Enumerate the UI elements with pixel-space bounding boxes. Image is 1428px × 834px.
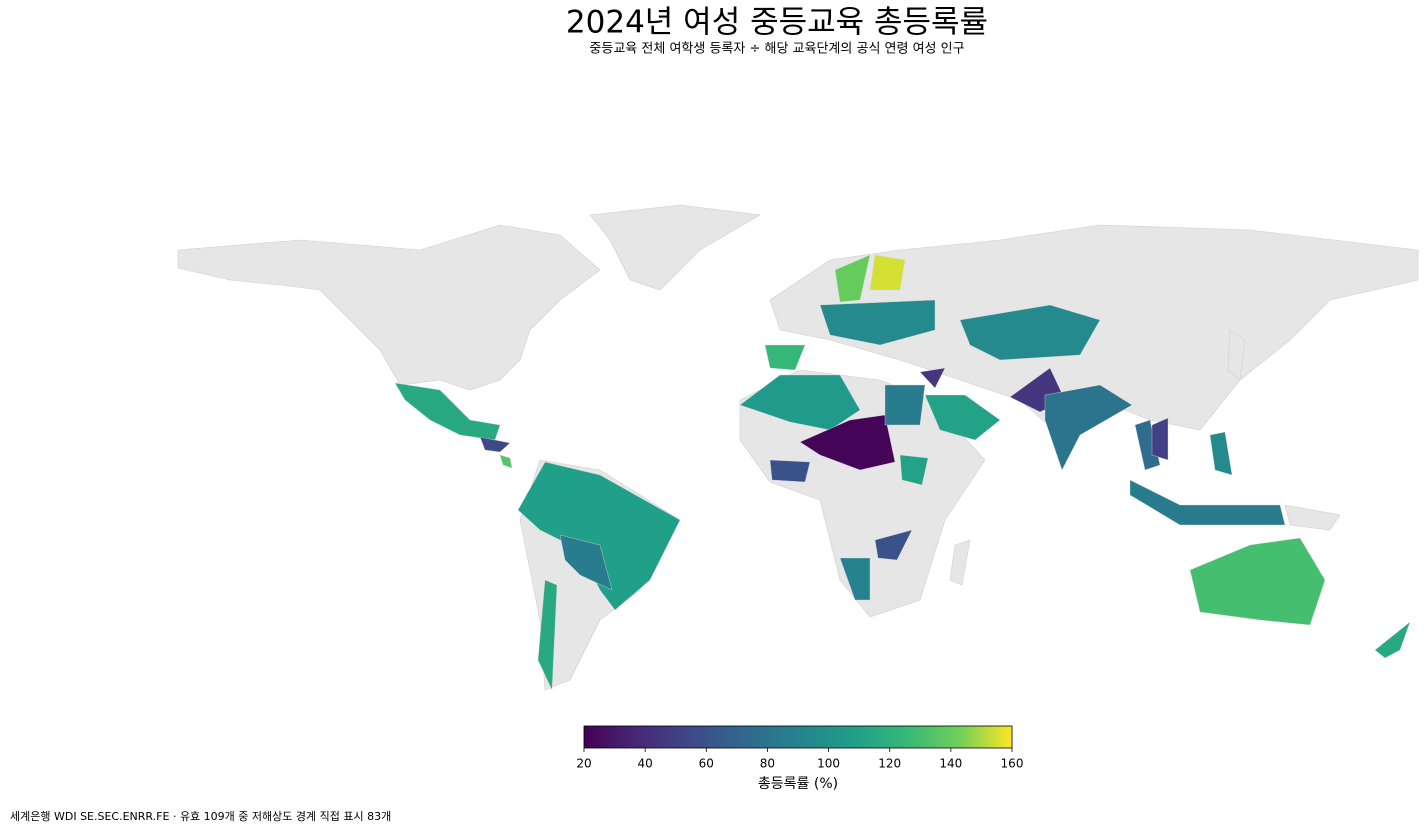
country — [869, 254, 906, 291]
land — [1227, 329, 1246, 381]
country — [739, 374, 861, 431]
country — [1129, 479, 1286, 526]
colorbar-tick-label: 60 — [699, 757, 714, 771]
land — [177, 224, 601, 391]
country — [499, 454, 513, 469]
colorbar-tick-label: 20 — [576, 757, 591, 771]
country — [834, 254, 871, 303]
footnote: 세계은행 WDI SE.SEC.ENRR.FE · 유효 109개 중 저해상도… — [10, 809, 391, 823]
country — [1189, 537, 1326, 626]
colorbar-tick-label: 80 — [760, 757, 775, 771]
land — [1284, 504, 1341, 531]
country — [799, 414, 896, 471]
country — [1134, 419, 1161, 471]
map-title: 2024년 여성 중등교육 총등록률 — [566, 5, 988, 41]
map-subtitle: 중등교육 전체 여학생 등록자 ÷ 해당 교육단계의 공식 연령 여성 인구 — [589, 42, 964, 57]
country — [764, 344, 806, 371]
colorbar-tick-label: 140 — [939, 757, 962, 771]
country — [919, 367, 946, 389]
country — [1151, 417, 1169, 461]
country — [874, 529, 913, 561]
land — [949, 539, 971, 586]
colorbar-tick-label: 40 — [638, 757, 653, 771]
colorbar-tick-label: 120 — [878, 757, 901, 771]
country — [819, 299, 936, 346]
colorbar-label: 총등록률 (%) — [758, 776, 838, 792]
land — [589, 204, 761, 291]
country — [517, 461, 681, 611]
country — [479, 436, 511, 453]
colorbar — [583, 725, 1013, 749]
country — [959, 304, 1101, 361]
country — [899, 454, 929, 486]
country — [769, 459, 811, 483]
country — [839, 557, 871, 601]
country — [1044, 384, 1133, 471]
country — [394, 382, 501, 441]
country — [537, 579, 558, 691]
country — [1374, 621, 1411, 659]
country — [924, 394, 1001, 441]
countries — [394, 254, 1411, 691]
land — [739, 369, 986, 618]
country — [884, 384, 926, 426]
base-land — [177, 204, 1419, 691]
country — [1209, 431, 1233, 476]
country — [559, 534, 613, 591]
colorbar-tick-label: 160 — [1001, 757, 1024, 771]
colorbar-tick-label: 100 — [817, 757, 840, 771]
